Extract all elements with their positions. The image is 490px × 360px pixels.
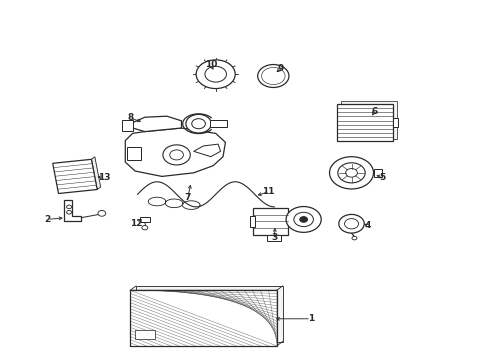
Circle shape (265, 69, 282, 82)
Circle shape (142, 226, 148, 230)
Circle shape (170, 150, 183, 160)
Bar (393, 118, 398, 127)
Circle shape (186, 114, 211, 133)
Bar (341, 101, 397, 139)
Polygon shape (53, 159, 97, 194)
Text: 11: 11 (262, 187, 275, 196)
Circle shape (286, 207, 321, 232)
Bar (210, 121, 227, 127)
Circle shape (67, 211, 72, 214)
Circle shape (270, 73, 277, 78)
Bar (127, 147, 142, 160)
Bar (250, 216, 255, 226)
Polygon shape (64, 200, 81, 221)
Circle shape (352, 236, 357, 240)
Circle shape (98, 211, 106, 216)
Text: 2: 2 (44, 215, 50, 224)
Text: 8: 8 (127, 113, 133, 122)
Circle shape (330, 157, 373, 189)
Text: 10: 10 (205, 60, 217, 69)
Circle shape (67, 205, 72, 209)
Bar (135, 330, 155, 339)
Circle shape (345, 168, 357, 177)
Bar (130, 290, 277, 346)
Text: 5: 5 (380, 173, 386, 182)
Circle shape (300, 217, 308, 222)
Circle shape (294, 212, 314, 226)
Text: 3: 3 (271, 233, 277, 242)
Circle shape (196, 60, 235, 89)
Circle shape (338, 163, 365, 183)
Circle shape (205, 66, 226, 82)
Text: 6: 6 (371, 107, 378, 116)
Bar (337, 104, 393, 141)
Bar (373, 168, 382, 177)
Text: 12: 12 (130, 219, 143, 228)
Text: 7: 7 (185, 193, 191, 202)
Text: 1: 1 (308, 314, 314, 323)
Text: 4: 4 (365, 221, 371, 230)
Bar (253, 208, 289, 235)
Bar (122, 120, 133, 131)
Circle shape (258, 64, 289, 87)
Text: 13: 13 (98, 173, 111, 182)
Bar (136, 286, 283, 342)
Polygon shape (92, 157, 100, 189)
Bar (140, 217, 150, 222)
Bar (267, 234, 281, 241)
Polygon shape (194, 144, 220, 157)
Circle shape (163, 145, 190, 165)
Polygon shape (133, 116, 181, 132)
Circle shape (339, 215, 364, 233)
Circle shape (192, 119, 205, 129)
Circle shape (262, 67, 285, 85)
Polygon shape (125, 128, 225, 176)
Text: 9: 9 (278, 64, 284, 73)
Circle shape (344, 219, 359, 229)
